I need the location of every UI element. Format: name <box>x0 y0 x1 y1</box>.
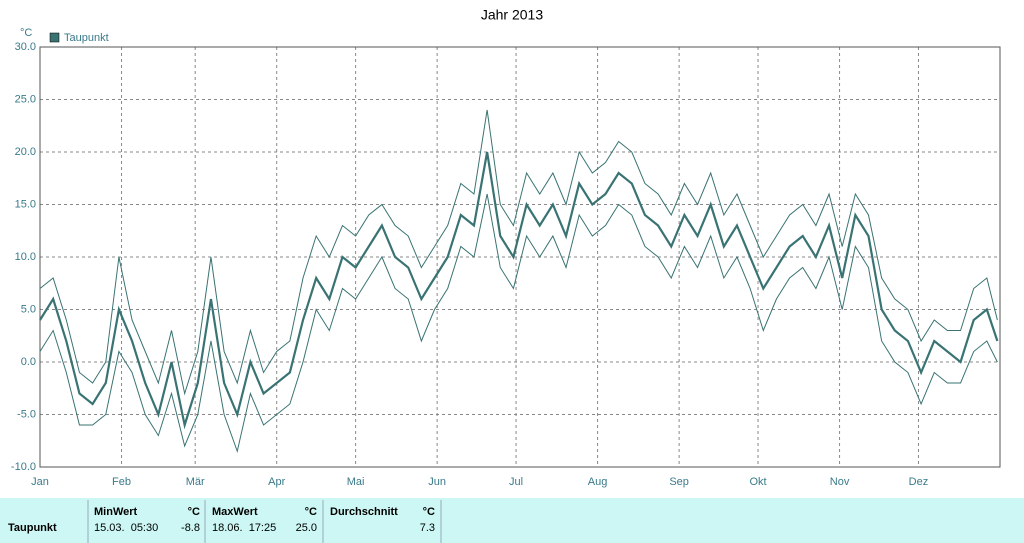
y-tick-label: 20.0 <box>15 146 36 158</box>
table-cell: 15.03. 05:30 <box>94 522 158 534</box>
y-tick-label: -10.0 <box>11 461 36 473</box>
x-tick-label: Jul <box>509 476 523 488</box>
x-tick-label: Mai <box>347 476 365 488</box>
table-cell: 25.0 <box>296 522 317 534</box>
x-tick-label: Mär <box>186 476 205 488</box>
table-cell: 18.06. 17:25 <box>212 522 276 534</box>
table-header: MinWert <box>94 506 138 518</box>
table-lines <box>87 500 442 543</box>
line <box>39 109 998 396</box>
y-tick-label: 0.0 <box>21 356 36 368</box>
table-cell: -8.8 <box>181 522 200 534</box>
table-cell: Taupunkt <box>8 522 57 534</box>
x-tick-label: Apr <box>268 476 285 488</box>
background <box>0 0 1024 498</box>
y-tick-label: 5.0 <box>21 303 36 315</box>
y-tick-label: 30.0 <box>15 41 36 53</box>
table-header: °C <box>305 506 317 518</box>
x-tick-label: Feb <box>112 476 131 488</box>
table-header: °C <box>423 506 435 518</box>
x-tick-label: Dez <box>909 476 929 488</box>
x-tick-label: Okt <box>749 476 766 488</box>
y-tick-label: 15.0 <box>15 198 36 210</box>
line <box>39 193 998 454</box>
x-tick-label: Sep <box>669 476 689 488</box>
table-header: Durchschnitt <box>330 506 398 518</box>
table-header: °C <box>188 506 200 518</box>
y-unit: °C <box>20 27 32 39</box>
x-tick-label: Aug <box>588 476 608 488</box>
chart-title: Jahr 2013 <box>481 7 543 23</box>
legend-label: Taupunkt <box>64 32 109 44</box>
y-tick-label: 10.0 <box>15 251 36 263</box>
x-tick-label: Jan <box>31 476 49 488</box>
line <box>39 151 999 430</box>
table-cell: 7.3 <box>420 522 435 534</box>
y-tick-label: 25.0 <box>15 93 36 105</box>
legend-swatch <box>49 32 60 43</box>
x-tick-label: Jun <box>428 476 446 488</box>
y-tick-label: -5.0 <box>17 408 36 420</box>
x-tick-label: Nov <box>830 476 850 488</box>
legend: Taupunkt <box>49 32 109 44</box>
stats-panel <box>0 498 1024 543</box>
plot-frame <box>39 46 1001 468</box>
table-header: MaxWert <box>212 506 258 518</box>
